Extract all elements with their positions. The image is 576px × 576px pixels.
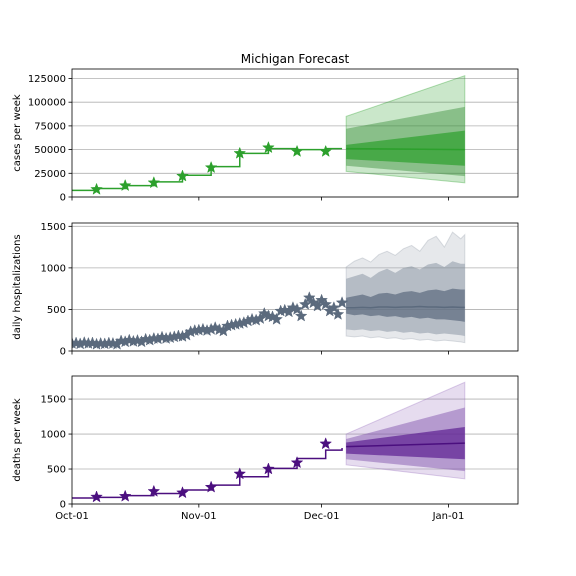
plot-area-deaths xyxy=(72,381,466,503)
observed-point xyxy=(204,160,218,174)
y-tick-label: 0 xyxy=(60,193,66,204)
observed-point xyxy=(233,467,247,480)
x-tick-label: Dec-01 xyxy=(304,511,340,522)
y-tick-label: 50000 xyxy=(34,145,66,156)
observed-point xyxy=(290,456,304,469)
y-tick-label: 75000 xyxy=(34,121,66,132)
plot-area-cases xyxy=(72,74,466,195)
x-tick-label: Jan-01 xyxy=(432,511,465,522)
y-tick-label: 500 xyxy=(47,465,66,476)
axes-frame xyxy=(71,375,519,505)
band-50 xyxy=(346,288,465,322)
y-axis-label: deaths per week xyxy=(12,398,23,482)
y-tick-label: 0 xyxy=(60,500,66,511)
observed-point xyxy=(331,307,345,320)
observed-point xyxy=(118,178,132,192)
chart-title: Michigan Forecast xyxy=(241,52,350,66)
median-line xyxy=(346,305,465,309)
observed-point xyxy=(147,484,161,497)
observed-point xyxy=(262,462,275,475)
observed-point xyxy=(262,140,275,154)
observed-point xyxy=(335,296,349,309)
y-axis-label: cases per week xyxy=(12,94,23,172)
observed-point xyxy=(319,297,333,310)
y-tick-label: 1500 xyxy=(41,395,66,406)
observed-point xyxy=(290,302,304,315)
observed-point xyxy=(302,291,316,304)
band-50 xyxy=(346,427,465,460)
observed-point xyxy=(176,486,189,499)
x-tick-label: Oct-01 xyxy=(55,511,89,522)
y-tick-label: 1000 xyxy=(41,430,66,441)
observed-point xyxy=(294,309,308,322)
observed-point xyxy=(147,176,161,189)
panel-hospitalizations: 0 500 1000 1500 daily hospitalizations xyxy=(12,222,519,358)
observed-point xyxy=(176,169,189,182)
observed-point xyxy=(90,490,103,503)
axes-frame xyxy=(71,222,519,352)
observed-point xyxy=(90,182,103,195)
y-tick-label: 125000 xyxy=(28,74,66,85)
fit-line xyxy=(72,448,343,499)
y-tick-label: 1500 xyxy=(41,222,66,233)
observed-point xyxy=(217,324,230,337)
y-tick-label: 1000 xyxy=(41,263,66,274)
fit-line xyxy=(72,147,343,192)
observed-point xyxy=(290,144,304,157)
y-tick-label: 25000 xyxy=(34,169,66,180)
panel-deaths: 0 500 1000 1500 Oct-01 Nov-01 Dec-01 Jan-01 deat… xyxy=(12,375,519,522)
y-tick-label: 500 xyxy=(47,305,66,316)
observed-point xyxy=(270,312,283,325)
median-line xyxy=(346,442,465,448)
observed-point xyxy=(253,311,267,325)
observed-point xyxy=(233,146,247,159)
axes-frame xyxy=(71,68,519,198)
y-tick-label: 0 xyxy=(60,347,66,358)
observed-point xyxy=(319,437,333,450)
observed-point xyxy=(204,480,218,493)
band-50 xyxy=(346,130,465,166)
plot-area-hospitalizations xyxy=(72,231,466,350)
observed-point xyxy=(118,489,132,502)
y-tick-label: 100000 xyxy=(28,98,66,109)
panel-cases: 0 25000 50000 75000 100000 125000 cases per we… xyxy=(12,68,519,204)
observed-point xyxy=(319,144,333,157)
x-tick-label: Nov-01 xyxy=(181,511,217,522)
y-axis-label: daily hospitalizations xyxy=(12,234,23,339)
median-line xyxy=(346,147,465,151)
observed-point xyxy=(327,301,341,314)
